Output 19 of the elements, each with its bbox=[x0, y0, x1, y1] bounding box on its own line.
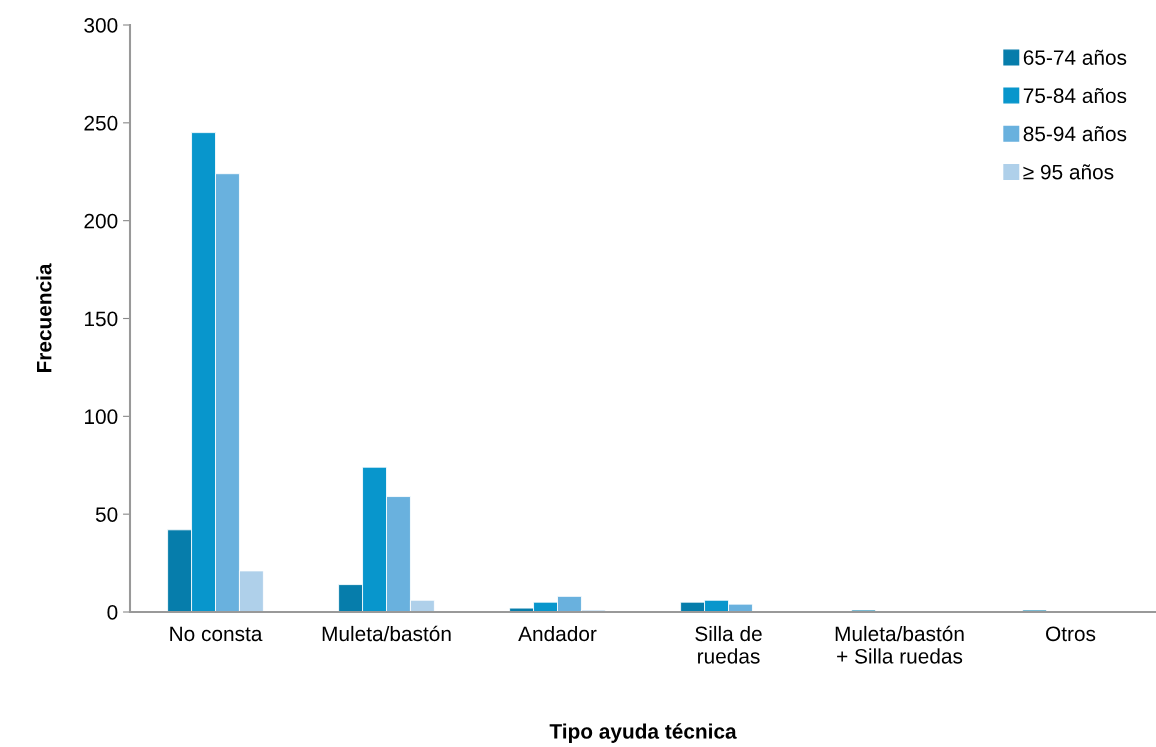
y-tick-label: 200 bbox=[84, 213, 118, 229]
y-tick-label: 0 bbox=[107, 605, 118, 620]
x-tick-label: Muleta/bastón + Silla ruedas bbox=[835, 625, 964, 664]
x-tick-label: Otros bbox=[1046, 626, 1096, 642]
y-tick-label: 100 bbox=[85, 409, 118, 425]
legend-label: 65-74 años bbox=[1023, 49, 1127, 65]
x-tick-label: No consta bbox=[170, 626, 263, 642]
y-tick-label: 50 bbox=[95, 507, 118, 522]
y-tick-label: 250 bbox=[84, 115, 118, 131]
legend-label: ≥ 95 años bbox=[1023, 164, 1114, 180]
y-axis-title: Frecuencia bbox=[36, 263, 52, 373]
y-tick-label: 300 bbox=[84, 18, 118, 33]
legend-label: 85-94 años bbox=[1023, 126, 1127, 142]
x-tick-label: Andador bbox=[518, 625, 597, 642]
x-tick-label: Muleta/bastón bbox=[322, 625, 451, 642]
legend-label: 75-84 años bbox=[1023, 87, 1127, 104]
x-axis-title: Tipo ayuda técnica bbox=[549, 723, 737, 743]
y-tick-label: 150 bbox=[85, 311, 118, 327]
x-tick-label: Silla de ruedas bbox=[695, 625, 762, 664]
